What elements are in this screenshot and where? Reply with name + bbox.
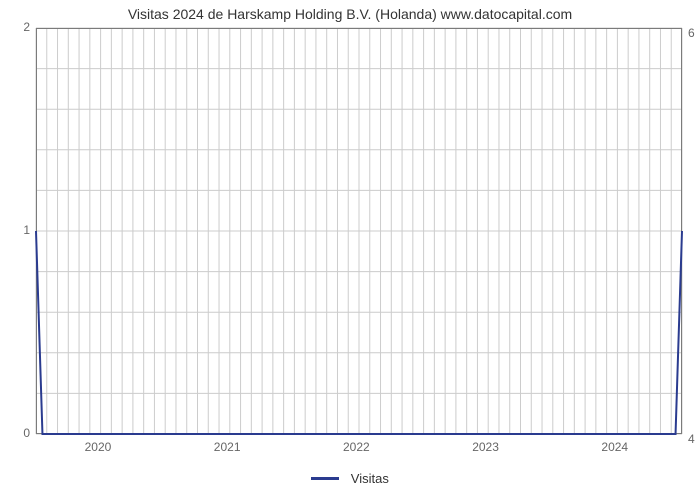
- y2-tick-label: 4: [688, 432, 695, 446]
- legend-swatch: [311, 477, 339, 480]
- y2-tick-label: 6: [688, 26, 695, 40]
- x-tick-label: 2021: [214, 440, 241, 454]
- x-tick-label: 2022: [343, 440, 370, 454]
- y-tick-label: 0: [23, 426, 30, 440]
- x-tick-label: 2023: [472, 440, 499, 454]
- legend-label: Visitas: [351, 471, 389, 486]
- chart-title: Visitas 2024 de Harskamp Holding B.V. (H…: [0, 6, 700, 22]
- x-tick-label: 2020: [85, 440, 112, 454]
- y-tick-label: 2: [23, 20, 30, 34]
- y-tick-label: 1: [23, 223, 30, 237]
- chart-container: Visitas 2024 de Harskamp Holding B.V. (H…: [0, 0, 700, 500]
- plot-area: [36, 28, 682, 434]
- x-tick-label: 2024: [601, 440, 628, 454]
- legend: Visitas: [0, 470, 700, 486]
